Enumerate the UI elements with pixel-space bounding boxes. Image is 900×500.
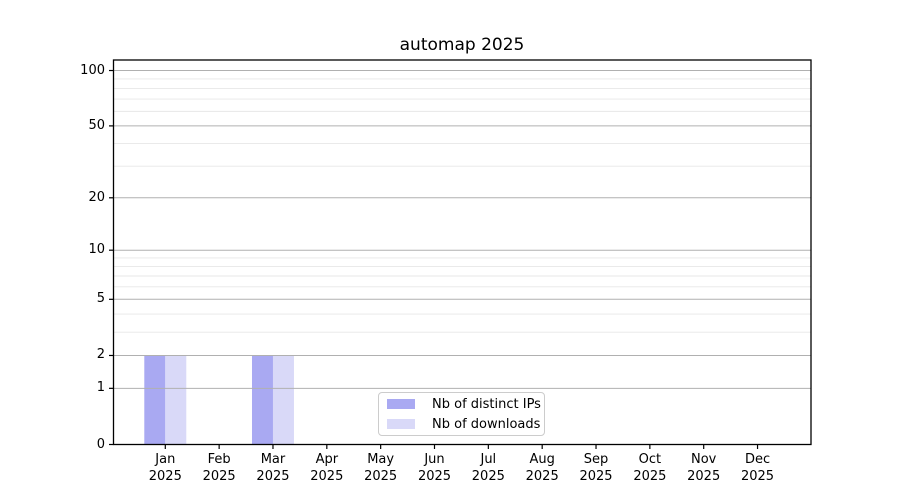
x-tick-label: Jun 2025 — [417, 452, 452, 484]
y-tick-label: 5 — [96, 291, 105, 307]
x-tick-label: Feb 2025 — [202, 452, 236, 484]
legend-entry-downloads: Nb of downloads — [387, 417, 544, 432]
legend-label-distinct-ips: Nb of distinct IPs — [432, 396, 541, 412]
legend-swatch-distinct-ips — [387, 399, 415, 409]
x-tick-label: Aug 2025 — [525, 452, 559, 484]
bar-distinct-ips-mar — [251, 355, 273, 445]
y-tick-label: 50 — [88, 117, 105, 133]
legend-swatch-downloads — [387, 419, 415, 429]
y-tick-label: 0 — [96, 436, 105, 452]
y-tick-label: 20 — [88, 189, 105, 205]
x-tick-label: Jul 2025 — [471, 452, 505, 484]
x-tick-label: May 2025 — [364, 452, 398, 484]
bar-downloads-jan — [165, 355, 187, 445]
chart-title: automap 2025 — [399, 35, 525, 55]
x-tick-label: Mar 2025 — [256, 452, 290, 484]
y-tick-label: 10 — [88, 242, 105, 258]
legend-label-downloads: Nb of downloads — [432, 416, 541, 432]
axes-frame — [112, 59, 812, 446]
bar-distinct-ips-jan — [144, 355, 166, 445]
x-tick-label: Nov 2025 — [687, 452, 721, 484]
legend: Nb of distinct IPs Nb of downloads — [378, 392, 545, 436]
bar-downloads-mar — [272, 355, 294, 445]
y-tick-label: 2 — [96, 347, 105, 363]
x-tick-label: Dec 2025 — [740, 452, 775, 484]
x-tick-label: Sep 2025 — [579, 452, 613, 484]
legend-entry-distinct-ips: Nb of distinct IPs — [387, 397, 544, 412]
y-tick-label: 1 — [96, 380, 105, 396]
x-tick-label: Jan 2025 — [148, 452, 182, 484]
x-tick-label: Apr 2025 — [310, 452, 344, 484]
x-tick-label: Oct 2025 — [633, 452, 667, 484]
y-tick-label: 100 — [80, 62, 105, 78]
